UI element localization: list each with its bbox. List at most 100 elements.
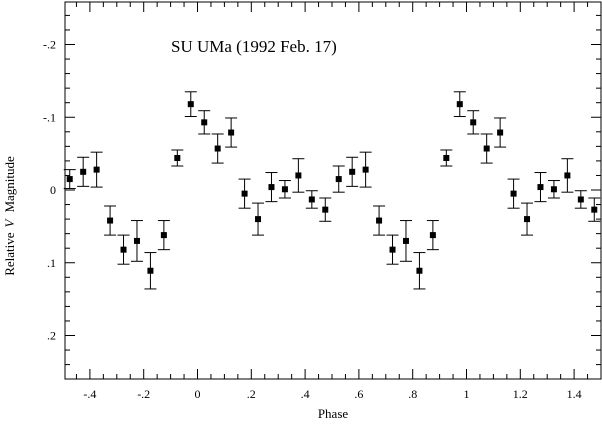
data-marker — [537, 184, 544, 191]
data-marker — [429, 232, 436, 239]
x-tick-label: .8 — [408, 387, 417, 401]
data-point — [574, 190, 587, 209]
major-ticks — [65, 2, 601, 379]
chart-title: SU UMa (1992 Feb. 17) — [171, 37, 337, 56]
data-point — [77, 156, 90, 187]
data-point — [198, 110, 211, 135]
data-point — [104, 205, 117, 236]
data-marker — [268, 184, 275, 191]
data-marker — [66, 176, 73, 183]
data-marker — [281, 186, 288, 193]
x-tick-label: -.4 — [83, 387, 96, 401]
y-axis-label-part: Relative — [2, 232, 17, 276]
data-marker — [591, 206, 598, 213]
plot-frame — [64, 1, 602, 380]
data-point — [278, 180, 291, 199]
data-marker — [255, 216, 262, 223]
data-point — [440, 149, 453, 167]
data-marker — [322, 206, 329, 213]
y-tick-label: -.2 — [43, 38, 56, 52]
data-point — [130, 220, 143, 262]
data-marker — [107, 217, 114, 224]
x-tick-label: 1.4 — [567, 387, 582, 401]
data-point — [547, 180, 560, 199]
data-point — [467, 110, 480, 135]
data-marker — [456, 101, 463, 108]
data-marker — [160, 232, 167, 239]
data-marker — [241, 190, 248, 197]
y-axis-label: Relative V Magnitude — [2, 156, 17, 276]
x-tick-label: 0 — [195, 387, 201, 401]
data-point — [171, 149, 184, 167]
data-marker — [402, 237, 409, 244]
data-marker — [550, 186, 557, 193]
data-point — [63, 169, 76, 190]
data-marker — [577, 196, 584, 203]
data-point — [521, 202, 534, 236]
data-marker — [201, 119, 208, 126]
data-marker — [362, 166, 369, 173]
x-tick-label: .6 — [354, 387, 363, 401]
data-point — [90, 151, 103, 188]
data-marker — [187, 101, 194, 108]
data-marker — [120, 246, 127, 253]
data-marker — [308, 196, 315, 203]
y-tick-label: -.1 — [43, 110, 56, 124]
data-marker — [133, 237, 140, 244]
data-point — [480, 133, 493, 164]
data-point — [265, 172, 278, 203]
x-tick-label: 1 — [464, 387, 470, 401]
x-tick-label: -.2 — [137, 387, 150, 401]
data-marker — [564, 172, 571, 179]
data-point — [157, 220, 170, 251]
data-points — [63, 91, 601, 290]
data-point — [117, 234, 130, 265]
y-axis-label-part: Magnitude — [2, 156, 17, 213]
data-point — [561, 158, 574, 193]
x-tick-label: .4 — [301, 387, 310, 401]
data-point — [507, 178, 520, 209]
y-tick-label: .2 — [47, 329, 56, 343]
data-marker — [483, 145, 490, 152]
data-marker — [147, 267, 154, 274]
data-point — [238, 178, 251, 209]
data-point — [346, 156, 359, 187]
y-tick-label: .1 — [47, 256, 56, 270]
data-marker — [174, 154, 181, 161]
data-marker — [295, 172, 302, 179]
minor-ticks — [65, 2, 601, 379]
data-marker — [376, 217, 383, 224]
data-marker — [228, 129, 235, 136]
tick-labels: -.4 -.2 0 .2 .4 .6 .8 1 1.2 1.4 -.2 -.1 0 .1 .2 — [43, 38, 582, 402]
data-marker — [349, 168, 356, 175]
data-point — [292, 158, 305, 193]
data-point — [184, 91, 197, 118]
x-tick-label: 1.2 — [513, 387, 528, 401]
data-marker — [80, 168, 87, 175]
data-point — [426, 220, 439, 251]
data-marker — [470, 119, 477, 126]
data-point — [144, 252, 157, 290]
data-point — [359, 151, 372, 188]
data-marker — [524, 216, 531, 223]
data-point — [305, 190, 318, 209]
data-point — [386, 234, 399, 265]
data-marker — [497, 129, 504, 136]
x-axis-label: Phase — [318, 406, 349, 421]
data-point — [588, 197, 601, 222]
data-point — [319, 197, 332, 222]
data-point — [225, 117, 238, 148]
data-point — [534, 172, 547, 203]
x-tick-label: .2 — [247, 387, 256, 401]
data-point — [211, 133, 224, 164]
data-marker — [214, 145, 221, 152]
data-marker — [335, 176, 342, 183]
y-tick-label: 0 — [50, 183, 56, 197]
y-axis-label-part: V — [2, 217, 17, 227]
data-marker — [416, 267, 423, 274]
data-marker — [93, 166, 100, 173]
data-marker — [510, 190, 517, 197]
data-point — [332, 165, 345, 193]
data-marker — [389, 246, 396, 253]
